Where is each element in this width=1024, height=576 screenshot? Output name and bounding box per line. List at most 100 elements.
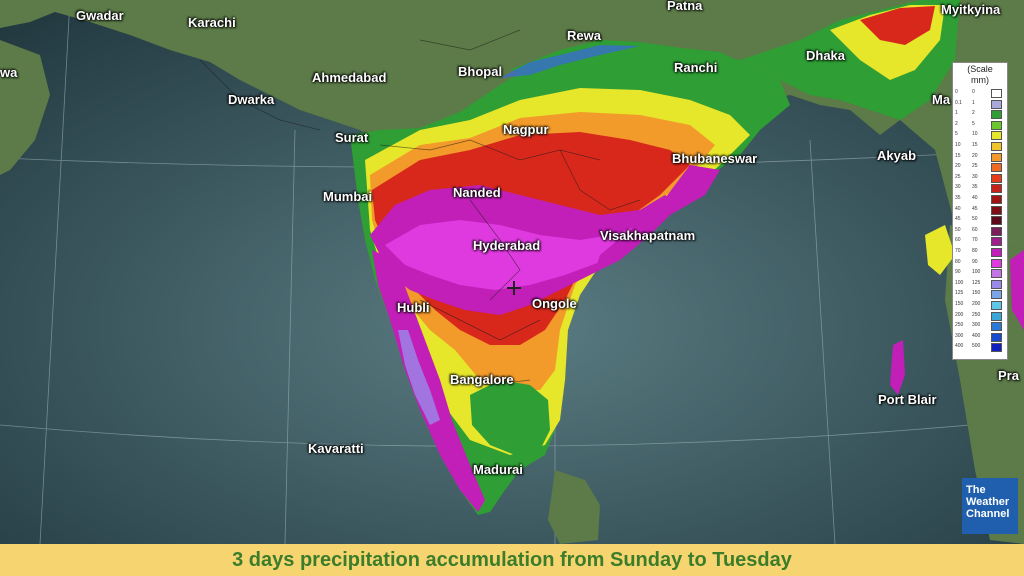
legend-swatch (991, 311, 1002, 321)
legend-row-high: 40 (972, 195, 978, 201)
legend-row-low: 50 (955, 226, 961, 233)
legend-row-low: 2 (955, 120, 958, 127)
legend-row-low: 45 (955, 216, 961, 223)
legend-swatch (991, 173, 1002, 183)
legend-row: 60 70 (955, 236, 1003, 247)
legend-row-high: 90 (972, 258, 978, 265)
legend-row: 90 100 (955, 268, 1003, 279)
legend-row-high: 100 (972, 269, 981, 276)
weather-channel-logo: The Weather Channel (962, 478, 1018, 534)
city-label-karachi: Karachi (188, 15, 236, 30)
city-label-rewa: Rewa (567, 28, 601, 43)
legend-row-high: 35 (972, 184, 978, 191)
rain-band-north-edge (510, 40, 740, 80)
legend-swatch (991, 258, 1002, 268)
rain-band-pink (385, 220, 640, 290)
legend-row-low: 0.1 (955, 99, 962, 106)
city-label-akyab: Akyab (877, 148, 917, 163)
rain-band-coast-blue (398, 330, 440, 425)
legend-row-high: 10 (972, 131, 978, 138)
legend-row: 400 500 (955, 342, 1003, 353)
legend-row-low: 35 (955, 195, 961, 201)
legend-row-high: 45 (972, 205, 978, 212)
legend-row: 20 25 (955, 162, 1003, 173)
legend-row: 45 50 (955, 215, 1003, 226)
legend-row-low: 125 (955, 290, 964, 297)
legend-row-high: 50 (972, 216, 978, 223)
legend-swatch (991, 332, 1002, 342)
legend-row: 300 400 (955, 332, 1003, 342)
legend-row: 35 40 (955, 194, 1003, 204)
legend-swatch (991, 269, 1002, 279)
legend-row-low: 1 (955, 110, 958, 117)
city-label-nagpur: Nagpur (503, 122, 549, 137)
legend-row-low: 40 (955, 205, 961, 212)
legend-swatch (991, 195, 1002, 204)
legend-title-line2: mm) (971, 75, 989, 85)
legend-row-low: 30 (955, 184, 961, 191)
legend-row-low: 70 (955, 248, 961, 254)
logo-line1: The (966, 484, 986, 496)
logo-line3: Channel (966, 508, 1010, 520)
legend-row: 125 150 (955, 289, 1003, 300)
location-marker-icon (507, 281, 521, 295)
city-label-port-blair: Port Blair (878, 392, 937, 407)
city-label-bangalore: Bangalore (450, 372, 514, 387)
legend-row-high: 0 (972, 89, 975, 95)
legend-row-high: 150 (972, 290, 981, 297)
legend-row-high: 5 (972, 120, 975, 127)
legend-row: 0.1 1 (955, 99, 1003, 109)
caption-text: 3 days precipitation accumulation from S… (232, 549, 792, 571)
legend-row-high: 125 (972, 279, 981, 286)
city-label-ongole: Ongole (532, 296, 577, 311)
city-label-visakhapatnam: Visakhapatnam (600, 228, 696, 243)
legend-swatch (991, 205, 1002, 215)
legend-swatch (991, 322, 1002, 332)
land-left-edge (0, 40, 50, 175)
legend-row-high: 1 (972, 99, 975, 106)
legend-row-low: 80 (955, 258, 961, 265)
legend-swatch (991, 248, 1002, 257)
city-label-madurai: Madurai (473, 462, 523, 477)
city-label-ahmedabad: Ahmedabad (312, 70, 387, 85)
legend-row-high: 300 (972, 322, 981, 329)
legend-swatch (991, 120, 1002, 130)
city-label-edge-left: wa (0, 65, 18, 80)
rain-band-east-coast (595, 165, 720, 270)
legend-row: 10 15 (955, 141, 1003, 151)
city-label-kavaratti: Kavaratti (308, 441, 364, 456)
rain-band-myanmar-coast (1010, 250, 1024, 330)
legend-title: (Scale mm) (958, 64, 1002, 86)
rain-band-northeast-red (860, 6, 935, 45)
legend-row-high: 25 (972, 163, 978, 170)
legend-row-high: 60 (972, 226, 978, 233)
city-label-hyderabad: Hyderabad (473, 238, 541, 253)
legend-row: 15 20 (955, 152, 1003, 162)
legend-row-low: 400 (955, 343, 964, 350)
legend-swatch (991, 99, 1002, 109)
city-label-bhubaneswar: Bhubaneswar (672, 151, 758, 166)
legend-swatch (991, 237, 1002, 247)
rain-band-southwest-coast (372, 250, 485, 512)
legend-swatch (991, 131, 1002, 141)
city-label-ranchi: Ranchi (674, 60, 718, 75)
rain-band-south-green (470, 380, 550, 455)
legend-row: 80 90 (955, 258, 1003, 268)
legend-title-line1: (Scale (967, 64, 993, 74)
rain-band-arakan (925, 225, 955, 275)
legend-row: 250 300 (955, 321, 1003, 332)
legend-row: 70 80 (955, 247, 1003, 257)
caption-bar: 3 days precipitation accumulation from S… (0, 544, 1024, 576)
legend-swatch (991, 343, 1002, 353)
state-boundaries (199, 29, 641, 386)
legend-row-high: 80 (972, 248, 978, 254)
legend-swatch (991, 110, 1002, 120)
legend-row-low: 200 (955, 311, 964, 318)
legend-row-low: 100 (955, 279, 964, 286)
rain-band-north-blue (500, 45, 640, 78)
city-label-dhaka: Dhaka (806, 48, 846, 63)
